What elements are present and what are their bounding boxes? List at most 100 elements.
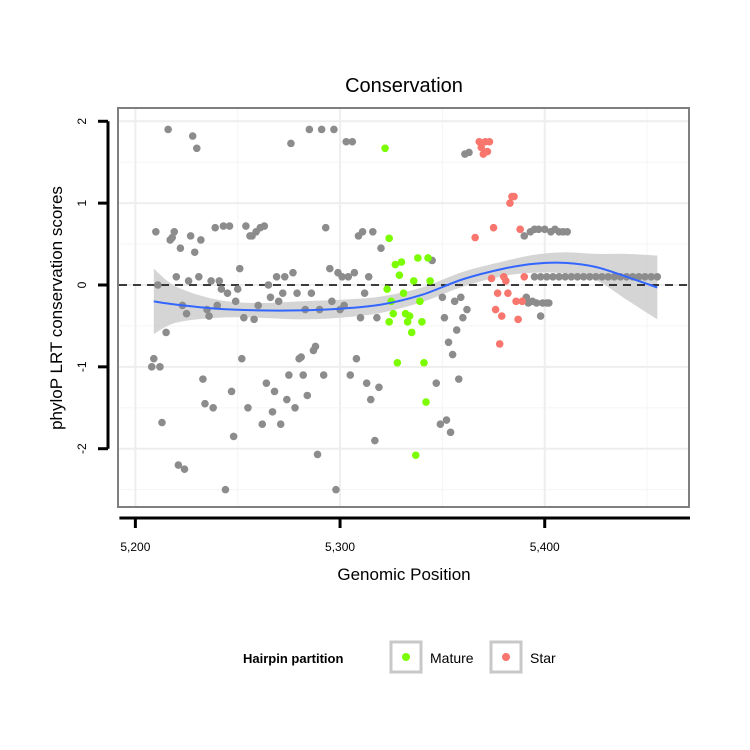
point-other xyxy=(190,248,199,257)
point-other xyxy=(182,309,191,318)
point-star xyxy=(475,137,484,146)
point-other xyxy=(213,301,222,310)
point-other xyxy=(215,277,224,285)
point-other xyxy=(289,268,297,277)
point-other xyxy=(186,232,195,240)
x-tick-label: 5,300 xyxy=(325,540,355,554)
point-other xyxy=(154,281,162,289)
point-other xyxy=(240,313,248,322)
point-other xyxy=(297,353,305,361)
point-other xyxy=(362,379,371,388)
point-mature xyxy=(393,358,402,367)
point-other xyxy=(229,432,238,441)
point-other xyxy=(260,222,269,230)
point-other xyxy=(207,277,215,285)
point-star xyxy=(512,297,520,306)
point-other xyxy=(291,403,299,412)
point-other xyxy=(317,125,326,134)
point-other xyxy=(205,312,213,320)
point-other xyxy=(221,485,230,494)
point-other xyxy=(231,297,240,306)
point-other xyxy=(147,363,156,371)
data-points xyxy=(147,125,662,494)
point-mature xyxy=(422,398,430,406)
point-other xyxy=(227,387,236,396)
point-other xyxy=(342,137,350,146)
point-other xyxy=(268,408,277,416)
y-tick-label: 1 xyxy=(75,199,89,206)
point-other xyxy=(195,273,203,281)
point-other xyxy=(225,222,234,230)
point-other xyxy=(540,225,549,234)
point-star xyxy=(491,305,500,314)
point-mature xyxy=(383,285,391,293)
point-other xyxy=(653,273,662,281)
y-tick-label: 2 xyxy=(75,118,89,125)
point-other xyxy=(459,313,467,322)
point-star xyxy=(510,192,518,201)
legend-marker-mature xyxy=(402,653,410,661)
point-mature xyxy=(385,318,393,326)
point-other xyxy=(356,313,365,322)
point-mature xyxy=(411,451,420,460)
point-other xyxy=(266,293,275,302)
point-other xyxy=(448,350,457,359)
legend-entry-mature: Mature xyxy=(389,640,474,674)
point-other xyxy=(432,379,441,388)
point-other xyxy=(235,264,244,273)
point-other xyxy=(346,371,355,379)
smooth-line xyxy=(153,261,658,312)
point-other xyxy=(242,222,250,230)
point-other xyxy=(450,297,459,306)
point-other xyxy=(604,273,612,281)
point-star xyxy=(518,297,527,306)
point-other xyxy=(446,428,455,437)
point-other xyxy=(536,312,545,320)
point-other xyxy=(276,420,285,428)
point-other xyxy=(463,305,471,314)
point-star xyxy=(471,233,479,242)
point-other xyxy=(164,125,172,134)
point-other xyxy=(350,268,359,277)
y-axis-title: phyloP LRT conservation scores xyxy=(47,186,66,430)
point-other xyxy=(238,354,246,363)
point-other xyxy=(520,232,529,240)
legend-title: Hairpin partition xyxy=(243,651,343,666)
point-other xyxy=(641,273,649,281)
legend-key-mature xyxy=(389,640,423,674)
point-other xyxy=(328,297,336,306)
point-other xyxy=(635,273,643,281)
point-other xyxy=(219,222,228,230)
x-axis: 5,200 5,300 5,400 xyxy=(119,516,690,554)
point-mature xyxy=(381,144,389,153)
point-star xyxy=(502,277,510,285)
point-mature xyxy=(391,260,400,269)
point-star xyxy=(483,147,492,156)
point-star xyxy=(489,223,498,232)
point-other xyxy=(465,148,473,157)
point-star xyxy=(506,199,514,207)
point-mature xyxy=(424,254,432,262)
point-mature xyxy=(418,318,426,326)
point-other xyxy=(440,313,449,322)
point-mature xyxy=(389,309,398,318)
point-other xyxy=(307,289,316,297)
point-other xyxy=(272,273,281,281)
point-other xyxy=(563,227,572,236)
point-other xyxy=(283,395,291,404)
point-other xyxy=(344,273,353,281)
point-other xyxy=(534,225,543,234)
point-other xyxy=(254,301,262,310)
legend: Hairpin partition Mature Star xyxy=(243,640,556,674)
legend-entry-star: Star xyxy=(489,640,556,674)
point-mature xyxy=(405,312,414,320)
y-tick-label: -1 xyxy=(75,361,89,372)
legend-label-star: Star xyxy=(530,650,556,666)
point-other xyxy=(579,273,588,281)
point-other xyxy=(168,233,177,242)
point-other xyxy=(338,273,346,281)
y-tick-label: 0 xyxy=(75,281,89,288)
point-other xyxy=(211,223,219,232)
point-other xyxy=(311,342,320,351)
